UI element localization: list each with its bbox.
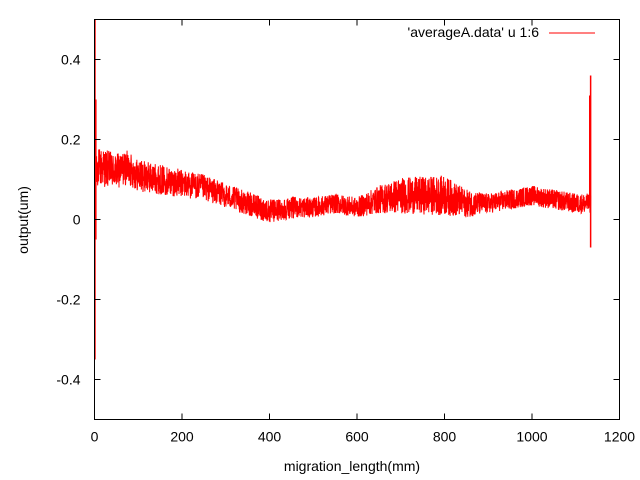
x-tick-label: 1200 xyxy=(604,429,635,445)
y-tick-label: -0.4 xyxy=(56,372,80,388)
legend: 'averageA.data' u 1:6 xyxy=(408,24,595,40)
legend-label: 'averageA.data' u 1:6 xyxy=(408,24,540,40)
ticks-layer: 0 200 400 600 800 1000 1200 -0.4 -0.2 0 0.2 0.4 xyxy=(56,19,635,445)
x-tick-label: 400 xyxy=(258,429,282,445)
y-tick-label: 0 xyxy=(73,212,81,228)
x-tick-label: 800 xyxy=(433,429,457,445)
y-axis-label: output(um) xyxy=(15,186,31,254)
x-tick-label: 600 xyxy=(345,429,369,445)
y-tick-label: -0.2 xyxy=(56,292,80,308)
y-tick-label: 0.2 xyxy=(61,132,81,148)
x-tick-label: 1000 xyxy=(516,429,547,445)
x-tick-label: 200 xyxy=(170,429,194,445)
x-axis-label: migration_length(mm) xyxy=(284,458,420,474)
y-tick-label: 0.4 xyxy=(61,52,81,68)
x-tick-label: 0 xyxy=(91,429,99,445)
series-line xyxy=(94,149,592,223)
